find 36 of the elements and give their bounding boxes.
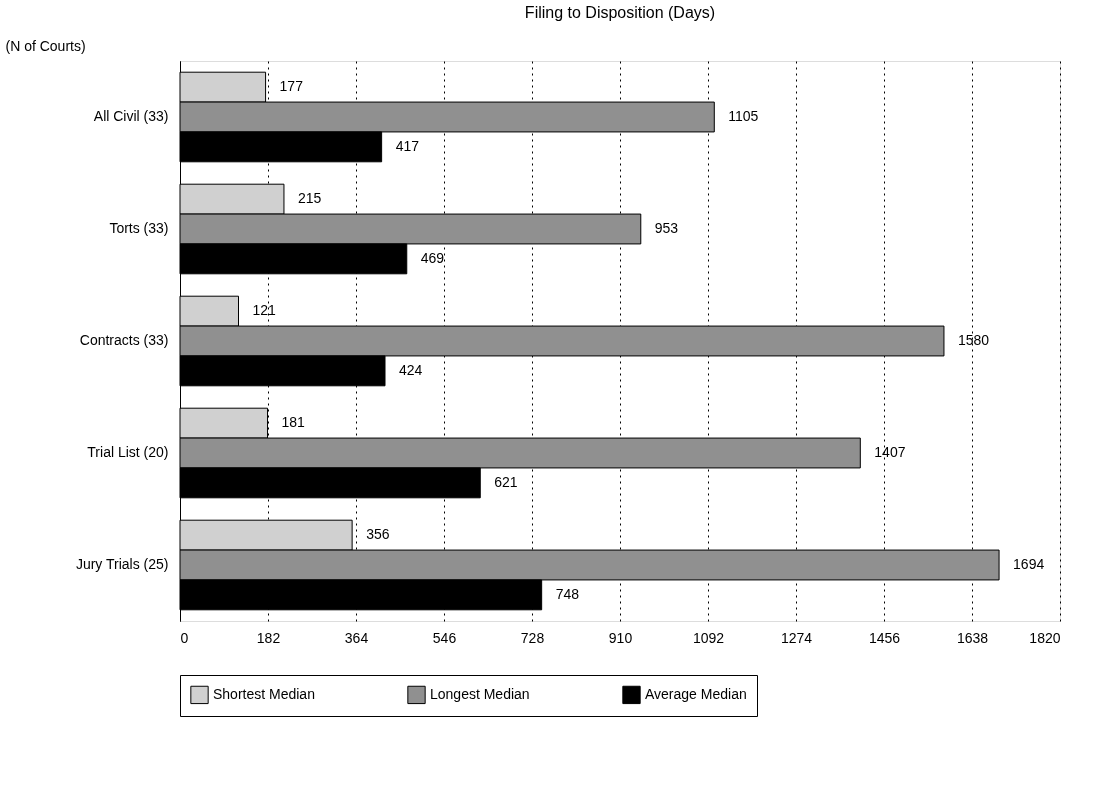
x-tick-label: 1638: [956, 629, 989, 646]
y-tick-label: Contracts (33): [79, 332, 169, 348]
legend-label: Shortest Median: [213, 685, 315, 702]
data-label: 1105: [728, 108, 759, 124]
legend-label: Average Median: [645, 685, 747, 702]
data-label: 424: [399, 361, 423, 378]
data-label: 177: [279, 78, 304, 95]
y-tick-label: All Civil (33): [93, 108, 169, 124]
y-tick-label: Trial List (20): [87, 444, 169, 460]
x-tick-label: 728: [520, 629, 545, 646]
data-label: 181: [281, 414, 306, 431]
x-tick-label: 1092: [692, 629, 725, 646]
x-tick-label: 1274: [780, 629, 813, 646]
legend-label: Longest Median: [430, 685, 530, 702]
x-tick-label: 1820: [1029, 629, 1061, 646]
y-axis-title: (N of Courts): [5, 37, 86, 54]
data-label: 621: [494, 473, 518, 490]
data-label: 953: [654, 220, 679, 236]
data-label: 215: [297, 190, 322, 207]
data-label: 121: [252, 302, 277, 319]
x-tick-label: 546: [432, 629, 457, 646]
data-label: 1407: [874, 444, 906, 460]
y-tick-label: Torts (33): [109, 220, 169, 236]
data-label: 1694: [1013, 556, 1045, 572]
data-label: 748: [555, 585, 580, 602]
x-tick-label: 182: [256, 629, 281, 646]
x-tick-label: 1456: [868, 629, 901, 646]
x-tick-label: 910: [608, 629, 633, 646]
x-tick-label: 364: [344, 629, 369, 646]
x-tick-label: 0: [180, 629, 189, 646]
data-label: 469: [420, 249, 445, 266]
y-tick-label: Jury Trials (25): [75, 556, 169, 572]
data-label: 1580: [957, 332, 990, 348]
data-label: 356: [366, 526, 390, 543]
chart-title: Filing to Disposition (Days): [524, 4, 716, 21]
data-label: 417: [395, 137, 420, 154]
